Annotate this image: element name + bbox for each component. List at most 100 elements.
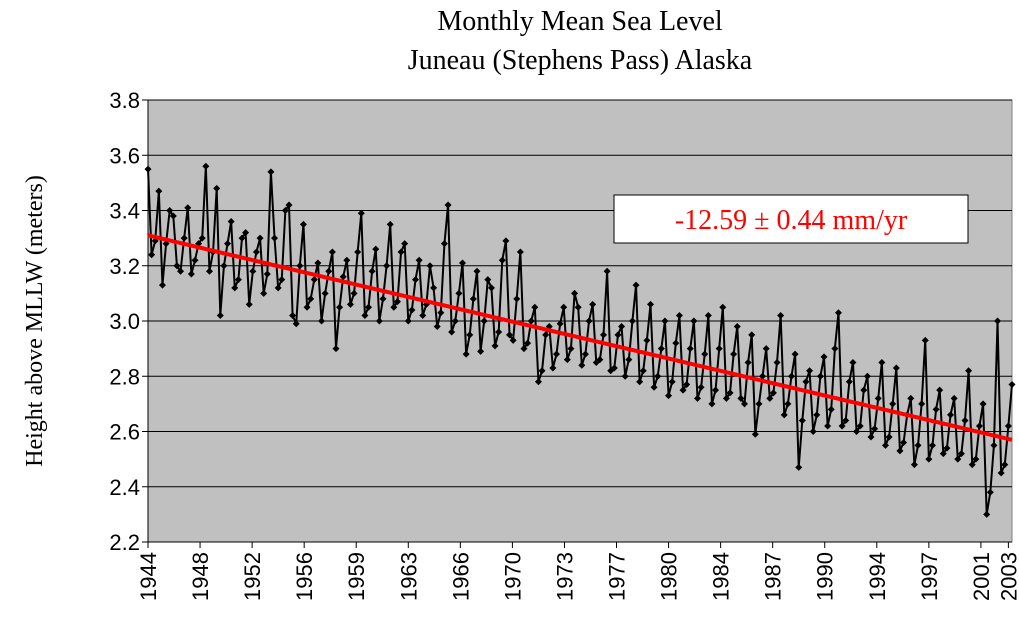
data-point: [961, 416, 969, 424]
data-point: [180, 234, 188, 242]
data-point: [292, 320, 300, 328]
data-point: [491, 342, 499, 350]
data-point: [487, 284, 495, 292]
data-point: [874, 394, 882, 402]
data-point: [795, 463, 803, 471]
data-point: [346, 300, 354, 308]
data-point: [925, 455, 933, 463]
data-point: [722, 394, 730, 402]
data-point: [571, 289, 579, 297]
x-tick-label: 2001: [969, 552, 994, 601]
data-point: [784, 400, 792, 408]
data-point: [950, 394, 958, 402]
data-point: [361, 311, 369, 319]
data-point: [986, 488, 994, 496]
data-point: [871, 425, 879, 433]
data-point: [303, 303, 311, 311]
data-point: [484, 276, 492, 284]
data-point: [437, 309, 445, 317]
x-tick-label: 1966: [448, 552, 473, 601]
data-point: [252, 248, 260, 256]
data-point: [769, 389, 777, 397]
data-point: [466, 331, 474, 339]
data-point: [430, 284, 438, 292]
data-point: [285, 201, 293, 209]
x-tick-label: 1990: [813, 552, 838, 601]
data-point: [628, 317, 636, 325]
data-point: [668, 378, 676, 386]
data-point: [701, 350, 709, 358]
data-point: [224, 240, 232, 248]
data-point: [827, 405, 835, 413]
data-point: [762, 345, 770, 353]
data-point: [169, 212, 177, 220]
data-point: [249, 267, 257, 275]
data-point: [907, 394, 915, 402]
data-point: [697, 383, 705, 391]
data-point: [806, 367, 814, 375]
data-point: [444, 201, 452, 209]
data-point: [994, 317, 1002, 325]
data-point: [672, 339, 680, 347]
data-point: [245, 300, 253, 308]
data-point: [386, 220, 394, 228]
data-point: [310, 276, 318, 284]
data-point: [704, 311, 712, 319]
data-point: [177, 267, 185, 275]
data-point: [842, 416, 850, 424]
data-point: [885, 433, 893, 441]
y-tick-label: 3.0: [109, 309, 140, 334]
data-point: [383, 262, 391, 270]
data-point: [614, 331, 622, 339]
data-point: [480, 317, 488, 325]
data-point: [459, 259, 467, 267]
data-point: [516, 248, 524, 256]
data-point: [354, 248, 362, 256]
data-point: [191, 256, 199, 264]
data-point: [256, 234, 264, 242]
data-point: [856, 422, 864, 430]
data-point: [563, 356, 571, 364]
data-point: [581, 350, 589, 358]
data-point: [621, 372, 629, 380]
data-point: [271, 234, 279, 242]
data-point: [506, 331, 514, 339]
x-tick-label: 2003: [996, 552, 1019, 601]
data-point: [777, 311, 785, 319]
data-point: [477, 347, 485, 355]
data-point: [325, 267, 333, 275]
annotation: -12.59 ± 0.44 mm/yr: [675, 205, 908, 236]
data-point: [397, 248, 405, 256]
data-point: [914, 441, 922, 449]
y-tick-label: 2.4: [109, 475, 140, 500]
data-point: [896, 447, 904, 455]
data-point: [531, 303, 539, 311]
x-tick-label: 1959: [344, 552, 369, 601]
y-tick-label: 3.6: [109, 143, 140, 168]
x-tick-label: 1994: [865, 552, 890, 601]
data-point: [184, 204, 192, 212]
data-point: [173, 262, 181, 270]
data-point: [751, 430, 759, 438]
data-point: [451, 317, 459, 325]
data-point: [502, 237, 510, 245]
data-point: [798, 416, 806, 424]
data-point: [712, 386, 720, 394]
data-point: [234, 276, 242, 284]
chart-subtitle: Juneau (Stephens Pass) Alaska: [408, 45, 753, 76]
data-point: [390, 303, 398, 311]
data-point: [845, 378, 853, 386]
x-tick-label: 1948: [188, 552, 213, 601]
data-point: [534, 378, 542, 386]
data-point: [910, 461, 918, 469]
x-tick-label: 1970: [500, 552, 525, 601]
data-point: [939, 450, 947, 458]
data-point: [639, 367, 647, 375]
data-point: [524, 339, 532, 347]
data-point: [412, 276, 420, 284]
data-point: [686, 345, 694, 353]
data-point: [932, 405, 940, 413]
data-point: [473, 267, 481, 275]
data-point: [853, 428, 861, 435]
data-point: [849, 358, 857, 366]
